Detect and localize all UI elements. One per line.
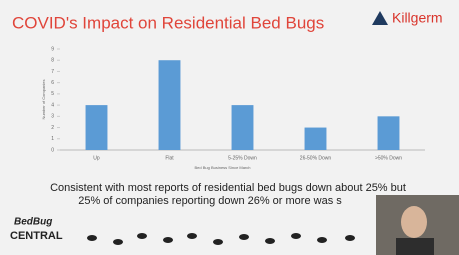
x-tick-label: 26-50% Down — [300, 155, 332, 161]
x-tick-label: 5-25% Down — [228, 155, 257, 161]
logo-bottom: BedBug — [14, 217, 52, 228]
y-tick-label: 0 — [51, 147, 54, 153]
bar — [86, 105, 108, 150]
y-tick-label: 5 — [51, 91, 54, 97]
x-axis-label: Bed Bug Business Since March — [194, 165, 250, 170]
y-tick-label: 1 — [51, 136, 54, 142]
logo-bottom: CENTRAL — [10, 230, 63, 242]
x-tick-label: Up — [93, 155, 100, 161]
y-tick-label: 6 — [51, 80, 54, 86]
caption-line: Consistent with most reports of resident… — [50, 182, 406, 194]
bar — [159, 60, 181, 150]
y-tick-label: 7 — [51, 69, 54, 75]
x-tick-label: >50% Down — [375, 155, 402, 161]
x-tick-label: Flat — [165, 155, 174, 161]
y-tick-label: 3 — [51, 114, 54, 120]
webcam-body — [396, 238, 434, 255]
bar — [378, 116, 400, 150]
webcam-face — [401, 206, 427, 238]
y-tick-label: 4 — [51, 102, 54, 108]
logo-text: Killgerm — [392, 10, 443, 26]
bar — [232, 105, 254, 150]
bar — [305, 128, 327, 150]
y-axis-label: Number of Companies — [41, 79, 46, 119]
y-tick-label: 8 — [51, 58, 54, 64]
y-tick-label: 2 — [51, 125, 54, 131]
y-tick-label: 9 — [51, 46, 54, 52]
slide: COVID's Impact on Residential Bed Bugs K… — [0, 0, 459, 255]
caption-line: 25% of companies reporting down 26% or m… — [78, 195, 342, 207]
chart-title: COVID's Impact on Residential Bed Bugs — [12, 13, 324, 32]
page: COVID's Impact on Residential Bed Bugs K… — [0, 0, 459, 255]
